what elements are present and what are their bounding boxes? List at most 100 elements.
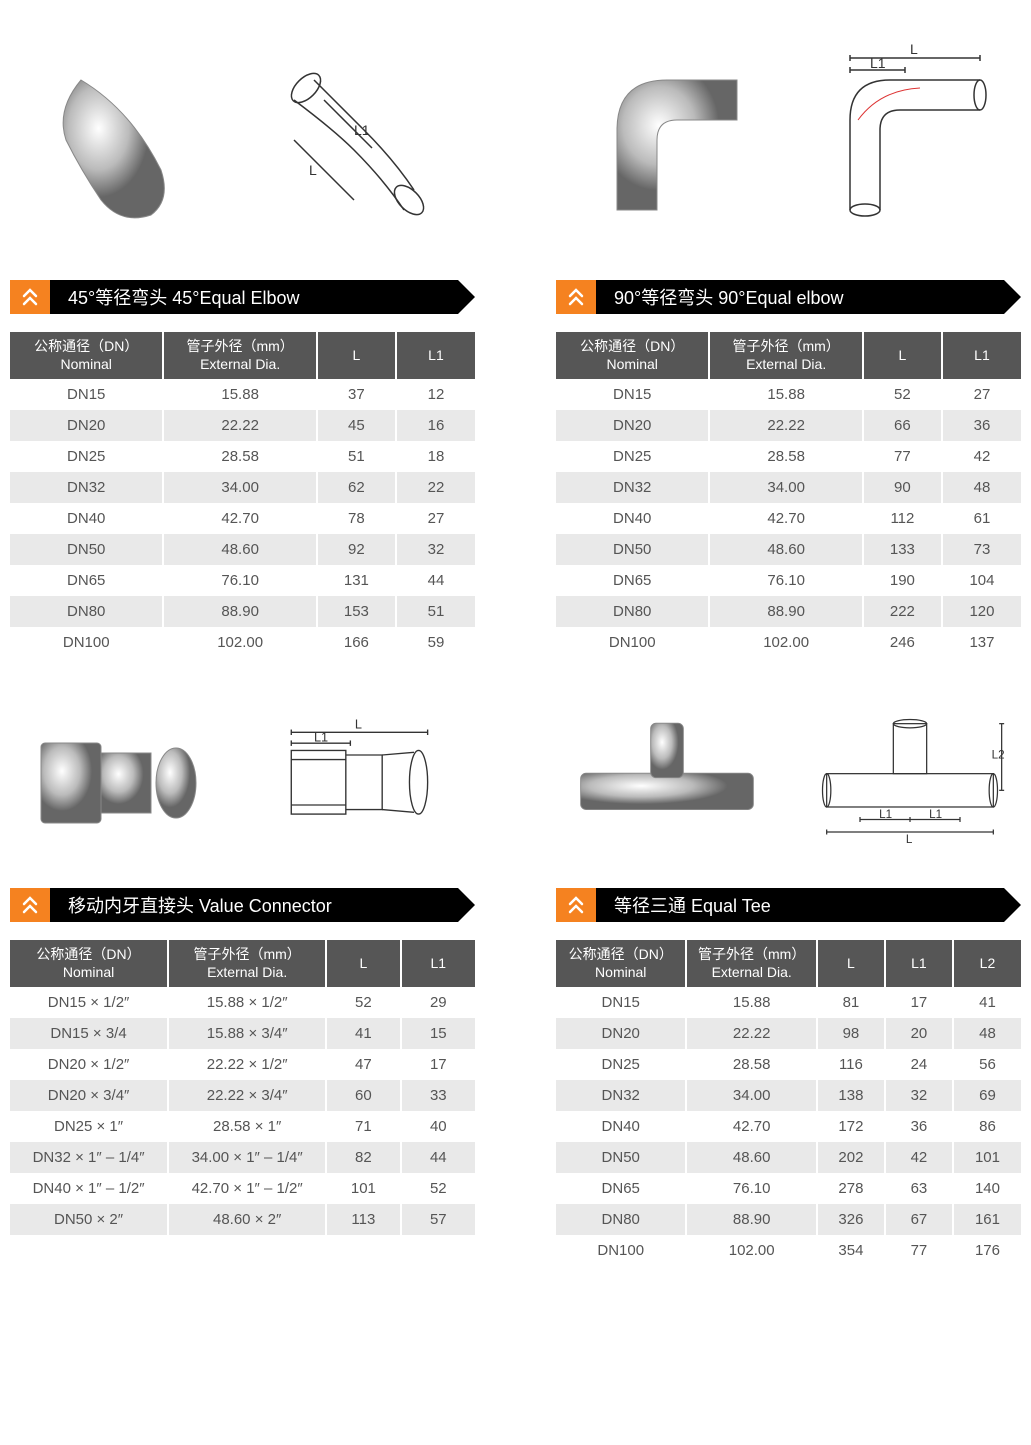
table-cell: 34.00	[163, 472, 316, 503]
table-cell: 42	[942, 441, 1021, 472]
table-cell: DN15	[556, 987, 686, 1018]
table-cell: DN20	[10, 410, 163, 441]
section-title-text: 移动内牙直接头 Value Connector	[68, 892, 332, 918]
table-cell: 51	[317, 441, 396, 472]
table-row: DN100102.0035477176	[556, 1235, 1021, 1266]
table-cell: 22.22	[163, 410, 316, 441]
table-row: DN100102.0016659	[10, 627, 475, 658]
table-cell: 67	[885, 1204, 953, 1235]
table-cell: 42.70	[686, 1111, 816, 1142]
table-cell: 81	[817, 987, 885, 1018]
table-cell: 22.22	[709, 410, 862, 441]
table-cell: DN25	[10, 441, 163, 472]
col-header: L1	[942, 332, 1021, 379]
table-cell: 137	[942, 627, 1021, 658]
diagram-row: L L1 L1 L2	[556, 688, 1021, 868]
table-cell: 15	[401, 1018, 475, 1049]
title-bar: 45°等径弯头 45°Equal Elbow	[10, 280, 475, 314]
table-row: DN8088.90222120	[556, 596, 1021, 627]
table-cell: 62	[317, 472, 396, 503]
table-cell: 116	[817, 1049, 885, 1080]
dimension-diagram: L L1 L1 L2	[810, 678, 1010, 878]
table-cell: 28.58 × 1″	[168, 1111, 326, 1142]
table-cell: 354	[817, 1235, 885, 1266]
col-header: L2	[953, 940, 1021, 987]
svg-text:L1: L1	[870, 55, 886, 71]
svg-text:L1: L1	[354, 122, 370, 138]
table-row: DN25 × 1″28.58 × 1″7140	[10, 1111, 475, 1142]
table-cell: 172	[817, 1111, 885, 1142]
table-cell: 42.70	[709, 503, 862, 534]
svg-text:L: L	[910, 41, 918, 57]
table-cell: 15.88	[686, 987, 816, 1018]
col-header: L1	[885, 940, 953, 987]
table-cell: 47	[326, 1049, 400, 1080]
section-title-text: 90°等径弯头 90°Equal elbow	[614, 284, 844, 310]
table-row: DN4042.707827	[10, 503, 475, 534]
table-row: DN3234.001383269	[556, 1080, 1021, 1111]
table-cell: 138	[817, 1080, 885, 1111]
table-row: DN40 × 1″ – 1/2″42.70 × 1″ – 1/2″10152	[10, 1173, 475, 1204]
dimension-diagram: L L1	[264, 40, 464, 240]
table-cell: 48.60	[686, 1142, 816, 1173]
table-cell: DN50	[556, 534, 709, 565]
dimension-diagram: L L1	[264, 678, 464, 878]
section-equaltee: L L1 L1 L2 等径三通 Equal Tee 公称通径（DN）Nomina…	[556, 688, 1021, 1266]
table-cell: 22	[396, 472, 475, 503]
chevron-icon	[556, 280, 596, 314]
table-cell: DN65	[10, 565, 163, 596]
col-header: L1	[401, 940, 475, 987]
table-cell: 17	[401, 1049, 475, 1080]
table-cell: 48.60 × 2″	[168, 1204, 326, 1235]
table-cell: DN20	[556, 1018, 686, 1049]
table-cell: 88.90	[163, 596, 316, 627]
table-cell: 52	[863, 379, 942, 410]
table-cell: DN32	[556, 1080, 686, 1111]
table-row: DN32 × 1″ – 1/4″34.00 × 1″ – 1/4″8244	[10, 1142, 475, 1173]
table-cell: 22.22 × 1/2″	[168, 1049, 326, 1080]
table-cell: 15.88 × 1/2″	[168, 987, 326, 1018]
table-row: DN20 × 3/4″22.22 × 3/4″6033	[10, 1080, 475, 1111]
table-row: DN6576.1013144	[10, 565, 475, 596]
table-cell: DN80	[10, 596, 163, 627]
table-cell: DN20 × 3/4″	[10, 1080, 168, 1111]
table-cell: 41	[326, 1018, 400, 1049]
col-header: 管子外径（mm）External Dia.	[709, 332, 862, 379]
table-cell: DN65	[556, 1173, 686, 1204]
table-cell: DN40	[556, 1111, 686, 1142]
section-elbow45: L L1 45°等径弯头 45°Equal Elbow 公称通径（DN）Nomi…	[10, 20, 475, 658]
title-arrow-icon	[458, 888, 475, 922]
product-photo	[567, 678, 767, 878]
table-row: DN15 × 1/2″15.88 × 1/2″5229	[10, 987, 475, 1018]
table-cell: 113	[326, 1204, 400, 1235]
title-bar: 90°等径弯头 90°Equal elbow	[556, 280, 1021, 314]
section-title: 等径三通 Equal Tee	[596, 888, 1004, 922]
col-header: 公称通径（DN）Nominal	[556, 940, 686, 987]
table-cell: 102.00	[163, 627, 316, 658]
svg-text:L: L	[309, 162, 317, 178]
table-cell: 33	[401, 1080, 475, 1111]
table-cell: 42.70	[163, 503, 316, 534]
table-cell: 90	[863, 472, 942, 503]
table-row: DN1515.88811741	[556, 987, 1021, 1018]
table-cell: 28.58	[163, 441, 316, 472]
table-cell: DN32	[10, 472, 163, 503]
chevron-icon	[10, 888, 50, 922]
product-photo	[21, 40, 221, 240]
section-valueconn: L L1 移动内牙直接头 Value Connector 公称通径（DN）Nom…	[10, 688, 475, 1266]
table-cell: DN20 × 1/2″	[10, 1049, 168, 1080]
table-cell: 76.10	[709, 565, 862, 596]
table-cell: 12	[396, 379, 475, 410]
table-cell: 24	[885, 1049, 953, 1080]
table-cell: 69	[953, 1080, 1021, 1111]
section-elbow90: L L1 90°等径弯头 90°Equal elbow 公称通径（DN）Nomi…	[556, 20, 1021, 658]
table-row: DN8088.9015351	[10, 596, 475, 627]
table-cell: 202	[817, 1142, 885, 1173]
diagram-row: L L1	[10, 20, 475, 260]
col-header: 公称通径（DN）Nominal	[556, 332, 709, 379]
table-cell: 29	[401, 987, 475, 1018]
table-cell: 86	[953, 1111, 1021, 1142]
table-cell: 27	[942, 379, 1021, 410]
table-cell: 20	[885, 1018, 953, 1049]
table-row: DN5048.609232	[10, 534, 475, 565]
